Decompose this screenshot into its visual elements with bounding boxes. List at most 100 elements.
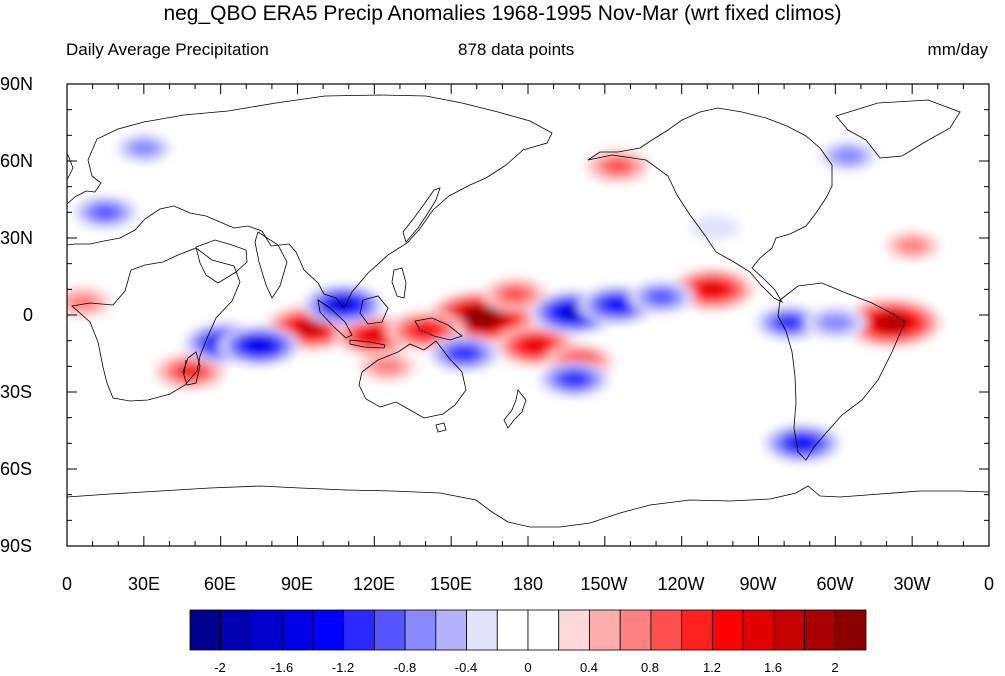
anomaly-region <box>357 351 417 382</box>
colorbar-tick-label: -1.2 <box>332 660 354 675</box>
anomaly-region <box>804 306 867 339</box>
lat-tick-labels: 90N 60N 30N 0 30S 60S 90S <box>0 74 33 556</box>
anomaly-contour <box>130 140 158 156</box>
anomaly-contour <box>690 214 740 241</box>
anomaly-contour <box>898 238 926 254</box>
japan-coast <box>402 187 441 243</box>
eurasia-coast <box>67 94 553 309</box>
anomaly-contour <box>648 289 674 305</box>
lon-tick-label: 30W <box>893 574 930 594</box>
tasmania-coast <box>435 422 447 433</box>
lon-tick-label: 150E <box>430 574 472 594</box>
newguinea-coast <box>414 317 463 341</box>
colorbar-swatch <box>435 609 467 651</box>
colorbar-swatch <box>281 609 314 651</box>
anomaly-contour <box>563 306 585 319</box>
north-america-coast <box>587 107 833 303</box>
anomaly-contour <box>248 339 271 353</box>
lon-tick-label: 0 <box>62 574 72 594</box>
colorbar-tick-label: -1.6 <box>271 660 293 675</box>
colorbar-tick-label: 0.8 <box>641 660 659 675</box>
colorbar-swatch <box>711 609 744 651</box>
anomaly-region <box>538 361 611 398</box>
anomaly-contour <box>562 372 587 386</box>
colorbar-swatch <box>189 609 222 651</box>
sumatra-coast <box>317 299 353 339</box>
colorbar-swatch <box>742 609 775 651</box>
lat-tick-label: 90N <box>0 74 33 94</box>
colorbar-tick-label: 0 <box>524 660 531 675</box>
anomaly-contour <box>92 205 119 220</box>
colorbar-tick-label: 0.4 <box>580 660 598 675</box>
lat-tick-label: 60S <box>0 459 32 479</box>
arabia-coast <box>195 239 248 284</box>
colorbar-tick-label: -0.4 <box>455 660 477 675</box>
australia-coast <box>358 340 467 419</box>
anomaly-contour <box>332 298 355 312</box>
anomaly-region <box>115 133 172 163</box>
lat-tick-label: 60N <box>0 151 33 171</box>
anomaly-contour <box>451 346 476 361</box>
antarctica-coast <box>67 485 989 528</box>
anomaly-region <box>841 298 943 348</box>
colorbar-swatch <box>343 609 375 651</box>
colorbar-swatch <box>312 609 345 651</box>
anomaly-contour <box>777 316 801 330</box>
colorbar-tick-label: -0.8 <box>394 660 416 675</box>
plot-title: neg_QBO ERA5 Precip Anomalies 1968-1995 … <box>163 2 842 25</box>
lon-tick-label: 120W <box>657 574 704 594</box>
units-label: mm/day <box>927 40 988 59</box>
colorbar-swatch <box>619 609 652 651</box>
anomaly-region <box>670 268 755 311</box>
philippines-coast <box>391 267 407 299</box>
madagascar-coast <box>182 351 201 386</box>
anomaly-region <box>818 140 878 172</box>
newzealand-coast <box>503 389 527 429</box>
data-points-label: 878 data points <box>458 40 575 59</box>
anomaly-contour <box>502 287 528 302</box>
lon-tick-labels: 0 30E 60E 90E 120E 150E 180 150W 120W 90… <box>62 574 994 594</box>
colorbar-swatch <box>496 609 529 651</box>
lon-tick-label: 180 <box>513 574 543 594</box>
india-coast <box>254 231 288 299</box>
colorbar-swatch <box>373 609 406 651</box>
colorbar-swatch <box>220 609 252 651</box>
anomaly-region <box>302 284 385 325</box>
colorbar-tick-label: -2 <box>214 660 226 675</box>
colorbar-tick-label: 2 <box>831 660 838 675</box>
anomaly-region <box>67 286 112 318</box>
colorbar-swatch <box>466 609 498 651</box>
anomaly-region <box>427 335 500 372</box>
uk-coast <box>67 154 74 179</box>
south-america-coast <box>777 282 906 461</box>
colorbar-swatch <box>650 609 683 651</box>
anomaly-contour <box>606 298 630 312</box>
colorbar <box>189 609 867 651</box>
colorbar-tick-label: 1.6 <box>764 660 782 675</box>
lat-tick-label: 30S <box>0 382 32 402</box>
anomaly-region <box>628 280 694 314</box>
anomaly-region <box>690 214 740 241</box>
anomaly-contour <box>373 358 402 375</box>
colorbar-swatch <box>558 609 590 651</box>
anomaly-contour <box>414 323 438 337</box>
anomaly-contour <box>604 158 631 174</box>
coastlines <box>67 94 989 528</box>
anomaly-contour <box>524 339 547 353</box>
lat-tick-label: 30N <box>0 228 33 248</box>
anomaly-contour <box>790 436 814 450</box>
anomaly-contour <box>820 314 850 331</box>
lon-tick-label: 120E <box>353 574 395 594</box>
axis-ticks <box>66 83 990 547</box>
anomaly-region <box>218 325 300 366</box>
greenland-coast <box>835 99 961 159</box>
anomaly-region <box>72 195 139 229</box>
variable-label: Daily Average Precipitation <box>66 40 269 59</box>
lon-tick-label: 150W <box>580 574 627 594</box>
lon-tick-label: 0 <box>984 574 994 594</box>
colorbar-swatch <box>589 609 621 651</box>
anomaly-region <box>584 149 651 183</box>
anomaly-contour <box>880 316 903 329</box>
anomaly-region <box>153 353 226 390</box>
